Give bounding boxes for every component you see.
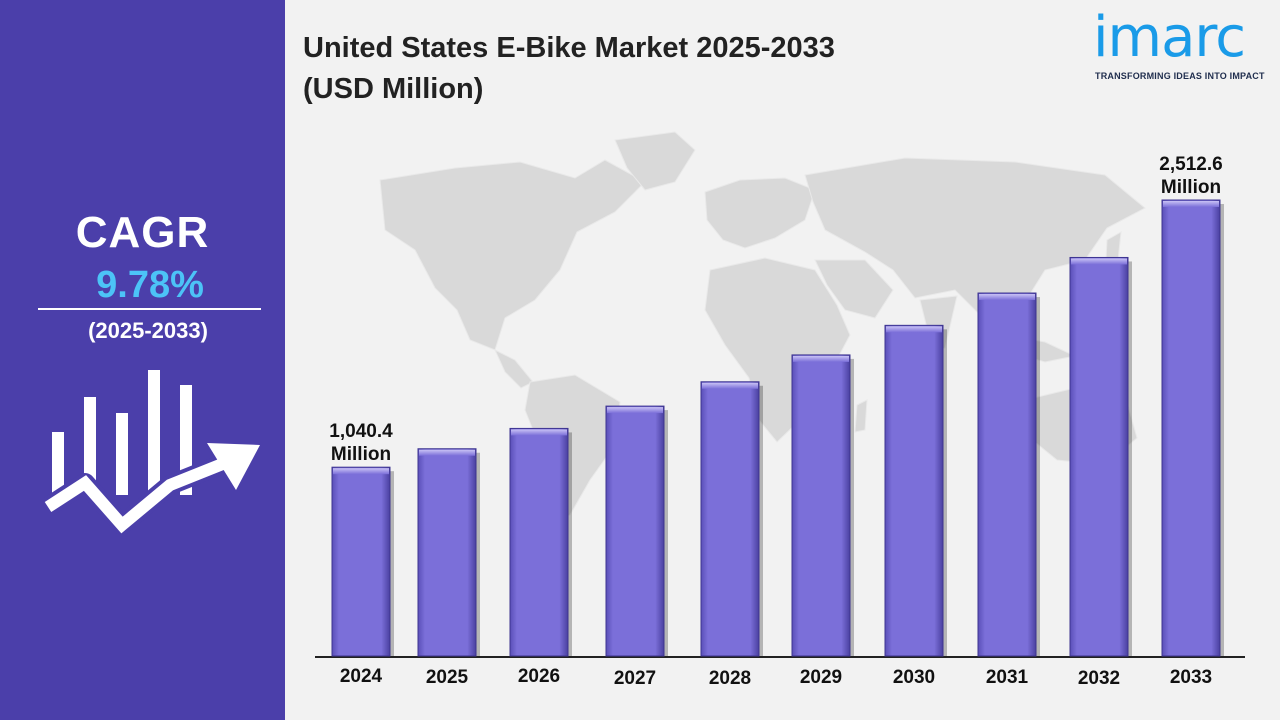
data-label-value: 1,040.4: [329, 421, 393, 442]
x-tick-label: 2029: [800, 667, 842, 688]
cagr-title: CAGR: [75, 208, 210, 257]
bar-2028: [700, 381, 760, 657]
x-tick-label: 2024: [340, 666, 383, 687]
bar-2025: [417, 448, 477, 657]
bar-cap-2033: [1163, 201, 1219, 207]
bar-cap-2025: [419, 449, 475, 456]
bar-cap-2030: [886, 326, 942, 333]
bar-2032: [1069, 256, 1129, 657]
logo-tagline: TRANSFORMING IDEAS INTO IMPACT: [1095, 71, 1265, 81]
divider: [38, 308, 261, 310]
x-tick-label: 2031: [986, 667, 1029, 688]
x-tick-label: 2030: [893, 667, 935, 688]
page-title: United States E-Bike Market 2025-2033 (U…: [303, 28, 835, 110]
x-tick-label: 2027: [614, 668, 656, 689]
x-tick-label: 2033: [1170, 667, 1212, 688]
title-line-2: (USD Million): [303, 73, 484, 105]
growth-chart-arrow-icon: [42, 370, 260, 535]
chart-area: United States E-Bike Market 2025-2033 (U…: [285, 0, 1280, 720]
bar-chart: 2024 2025 2026 2027 2028 2029 2030 2031 2032 2033…: [315, 154, 1245, 689]
logo-wordmark: imarc: [1093, 5, 1246, 70]
data-label-value: 2,512.6: [1159, 154, 1222, 175]
x-tick-label: 2026: [518, 666, 560, 687]
bar-2027: [605, 405, 665, 657]
bar-cap-2032: [1071, 258, 1127, 265]
bar-2026: [509, 427, 569, 657]
imarc-logo: imarc TRANSFORMING IDEAS INTO IMPACT: [1093, 8, 1269, 88]
bar-2031: [977, 292, 1037, 657]
cagr-period: (2025-2033): [88, 318, 208, 343]
bar-cap-2031: [979, 294, 1035, 301]
x-tick-label: 2032: [1078, 668, 1120, 689]
bar-cap-2027: [607, 407, 663, 414]
x-tick-label: 2028: [709, 668, 751, 689]
data-label-unit: Million: [331, 444, 391, 465]
bar-2024: [331, 466, 391, 657]
cagr-value: 9.78%: [96, 264, 204, 306]
bar-2029: [791, 354, 851, 657]
bar-2030: [884, 324, 944, 657]
bar-cap-2029: [793, 355, 849, 362]
x-tick-label: 2025: [426, 667, 469, 688]
bar-cap-2024: [333, 468, 389, 475]
bar-cap-2028: [702, 382, 758, 389]
data-label-unit: Million: [1161, 177, 1221, 198]
sidebar-panel: CAGR 9.78% (2025-2033): [0, 0, 285, 720]
title-line-1: United States E-Bike Market 2025-2033: [303, 32, 835, 64]
bar-cap-2026: [511, 429, 567, 436]
bar-2033: [1161, 199, 1221, 657]
